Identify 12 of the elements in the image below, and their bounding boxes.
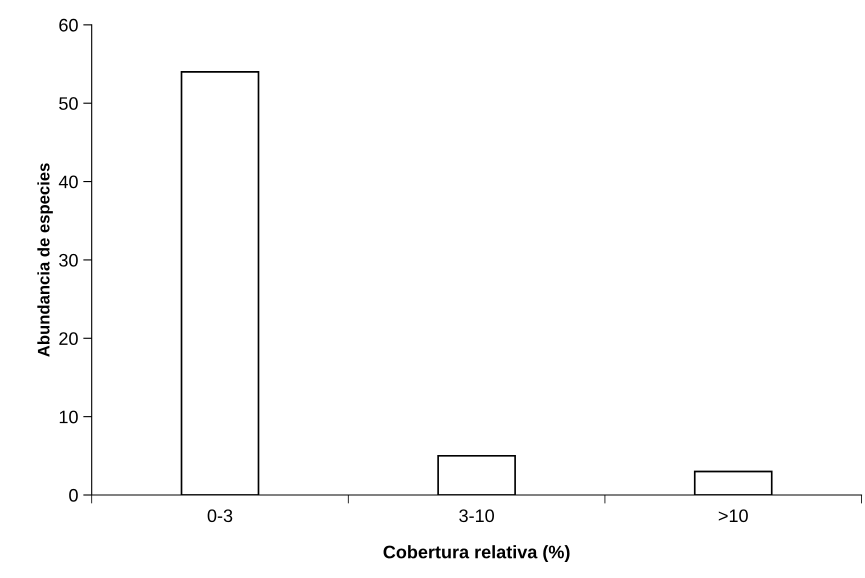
x-tick-label: 0-3 [208,509,232,522]
y-tick-label: 40 [58,176,78,188]
y-tick-label: 60 [59,18,78,32]
x-tick-label: >10 [718,509,748,522]
x-axis-title: Cobertura relativa (%) [384,545,570,562]
x-tick-label: 3-10 [459,509,494,522]
y-axis-title: Abundancia de especies [37,163,53,357]
y-tick-label: 20 [59,332,78,346]
y-tick-label: 0 [69,488,78,502]
y-tick-label: 30 [59,254,78,267]
y-tick-label: 10 [60,410,78,424]
y-tick-label: 50 [59,97,78,110]
